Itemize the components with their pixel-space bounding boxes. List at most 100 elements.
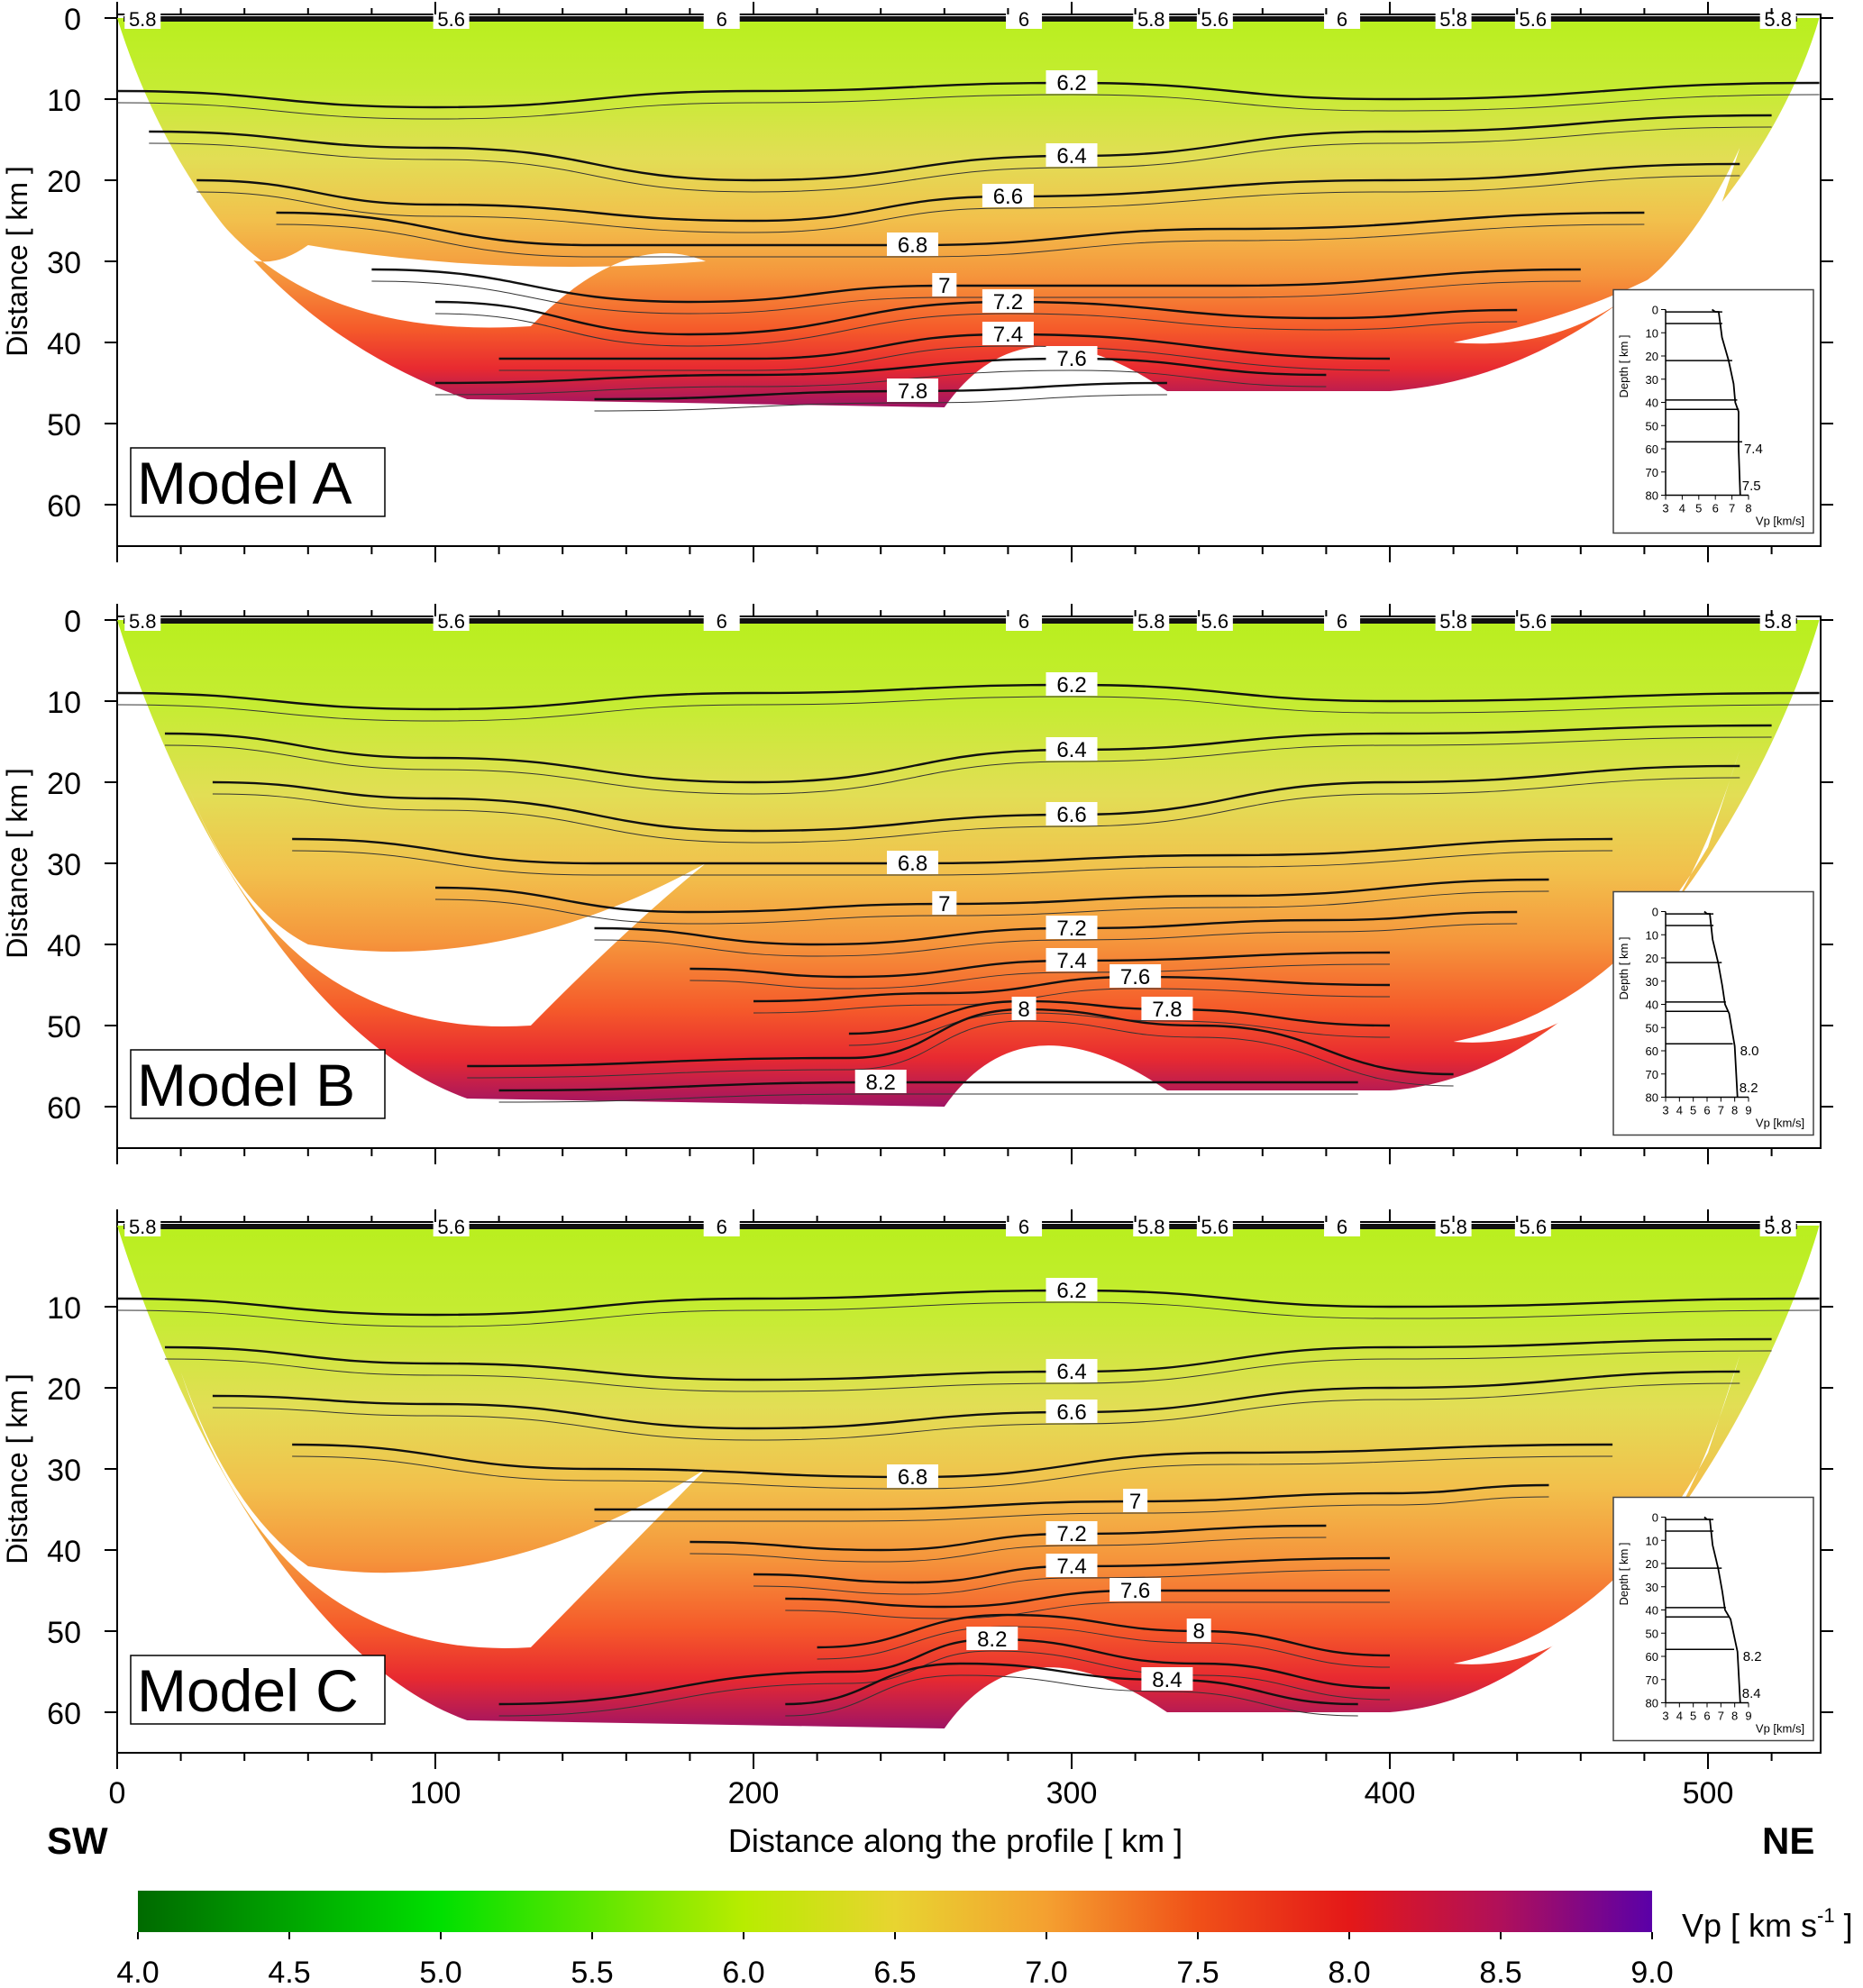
contour-label: 6.6 <box>1056 803 1086 827</box>
inset-y-tick-label: 20 <box>1646 350 1658 363</box>
contour-line <box>498 333 1391 360</box>
contour-label-box <box>1046 346 1098 369</box>
inset-x-tick-label: 8 <box>1731 1710 1738 1723</box>
x-tick-label: 100 <box>410 1776 461 1810</box>
contour-line <box>848 999 1391 1035</box>
contour-label-box <box>1110 1578 1162 1601</box>
inset-y-tick-label: 0 <box>1652 906 1658 919</box>
contour-line-minor <box>371 280 1581 315</box>
unsampled-area <box>1453 148 1740 344</box>
contour-label: 6 <box>717 610 727 633</box>
panel-model-c: 6.2 6.4 6.6 6.8 7 7.2 7.4 7.6 8 8.2 8.4 5.8 5.6 6 6 5.8… <box>1 1209 1833 1769</box>
colorbar-tick-label: 9.0 <box>1630 1956 1673 1988</box>
unsampled-area <box>180 1372 707 1648</box>
contour-label-box <box>1006 1215 1043 1236</box>
contour-label: 7 <box>1129 1490 1141 1514</box>
contour-line <box>149 114 1772 182</box>
contour-line-minor <box>498 1650 1391 1717</box>
ne-label: NE <box>1762 1819 1814 1862</box>
y-tick-label: 30 <box>47 1454 81 1488</box>
contour-label: 7 <box>938 892 950 916</box>
contour-label-box <box>982 184 1034 207</box>
y-tick-label: 60 <box>47 1091 81 1126</box>
contour-label: 5.8 <box>129 1216 157 1238</box>
velocity-field <box>117 1226 1820 1728</box>
inset-x-tick-label: 9 <box>1745 1104 1751 1117</box>
colorbar-title: Vp [ km s-1 ] <box>1682 1904 1853 1944</box>
contour-label-box <box>1006 7 1043 29</box>
contour-label: 7.4 <box>993 323 1023 347</box>
contour-line <box>164 724 1772 784</box>
contour-label: 6 <box>1018 610 1029 633</box>
contour-label: 7.6 <box>1056 347 1086 371</box>
contour-label: 5.6 <box>437 610 465 633</box>
contour-line-minor <box>116 696 1820 722</box>
y-tick-label: 0 <box>64 605 81 639</box>
contour-label: 6 <box>1337 610 1347 633</box>
panel-label-box <box>130 447 386 517</box>
contour-label: 7.6 <box>1120 1579 1150 1603</box>
contour-line-minor <box>434 890 1549 925</box>
contour-label: 6 <box>717 8 727 31</box>
inset-x-tick-label: 5 <box>1690 1710 1696 1723</box>
contour-label: 6 <box>1337 1216 1347 1238</box>
contour-label-box <box>1514 1215 1551 1236</box>
inset-y-tick-label: 50 <box>1646 419 1658 433</box>
plot-frame <box>116 14 1822 547</box>
contour-label: 6.4 <box>1056 738 1086 762</box>
contour-label-box <box>1514 7 1551 29</box>
contour-label: 5.8 <box>1137 610 1165 633</box>
contour-line-minor <box>164 1350 1772 1392</box>
contour-label: 5.8 <box>1764 8 1792 31</box>
contour-line-minor <box>196 175 1740 233</box>
contour-label: 6.4 <box>1056 144 1086 169</box>
contour-label: 6.4 <box>1056 1360 1086 1384</box>
inset-y-tick-label: 70 <box>1646 1068 1658 1081</box>
contour-label-box <box>1046 802 1098 825</box>
contour-label-box <box>1006 609 1043 631</box>
inset-y-tick-label: 0 <box>1652 304 1658 317</box>
inset-annotation: 8.2 <box>1743 1649 1762 1664</box>
contour-line <box>164 1337 1772 1382</box>
contour-label: 7 <box>938 274 950 298</box>
contour-label-box <box>433 7 470 29</box>
x-tick-label: 200 <box>728 1776 780 1810</box>
y-tick-label: 0 <box>64 3 81 37</box>
contour-line-minor <box>594 923 1518 957</box>
contour-line-minor <box>116 94 1820 120</box>
contour-label-box <box>966 1627 1018 1650</box>
inset-y-tick-label: 60 <box>1646 1044 1658 1058</box>
inset-y-tick-label: 20 <box>1646 952 1658 965</box>
contour-label-box <box>1011 997 1037 1020</box>
contour-line-minor <box>689 963 1391 989</box>
contour-label: 6.8 <box>898 233 927 258</box>
contour-line <box>116 1289 1820 1317</box>
contour-line-minor <box>212 777 1740 844</box>
contour-line <box>116 683 1820 711</box>
contour-label: 6 <box>1337 8 1347 31</box>
contour-label: 5.8 <box>1764 1216 1792 1238</box>
contour-line-minor <box>594 1496 1549 1522</box>
contour-label-box <box>433 1215 470 1236</box>
contour-label-box <box>703 1215 740 1236</box>
contour-label: 8.2 <box>866 1071 896 1095</box>
inset-x-title: Vp [km/s] <box>1756 515 1804 528</box>
contour-label: 6.8 <box>898 852 927 876</box>
inset-x-tick-label: 3 <box>1662 1710 1668 1723</box>
contour-line <box>594 1483 1549 1511</box>
contour-label: 8 <box>1193 1619 1205 1644</box>
contour-label: 6.6 <box>1056 1400 1086 1425</box>
contour-label-box <box>887 378 938 402</box>
colorbar-tick-label: 6.0 <box>722 1956 764 1988</box>
colorbar <box>138 1891 1652 1932</box>
contour-label: 6.6 <box>993 185 1023 209</box>
inset-velocity-profile <box>1712 308 1741 496</box>
contour-line <box>689 951 1391 979</box>
y-tick-label: 30 <box>47 246 81 280</box>
contour-line-minor <box>467 1020 1454 1087</box>
inset-y-tick-label: 10 <box>1646 1534 1658 1547</box>
contour-label: 5.6 <box>1201 610 1229 633</box>
contour-label-box <box>1324 609 1361 631</box>
y-tick-label: 50 <box>47 408 81 442</box>
inset-x-tick-label: 6 <box>1703 1710 1710 1723</box>
